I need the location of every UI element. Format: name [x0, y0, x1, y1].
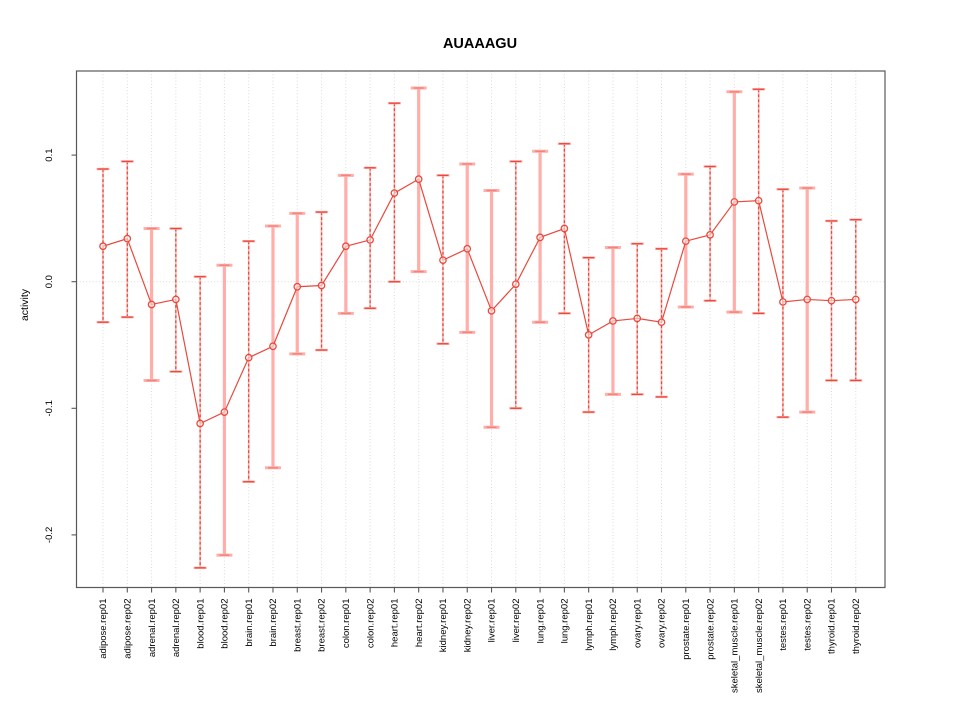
x-tick-label: breast.rep02 [317, 599, 328, 652]
x-tick-label: lymph.rep01 [584, 599, 595, 651]
data-point [779, 298, 787, 306]
x-tick-label: adipose.rep02 [122, 599, 133, 659]
data-point [487, 306, 496, 315]
x-tick-label: heart.rep02 [414, 599, 425, 648]
x-tick-label: thyroid.rep01 [827, 599, 838, 654]
data-point [609, 317, 617, 325]
x-tick-label: testes.rep02 [802, 599, 813, 651]
x-tick-label: adrenal.rep02 [171, 599, 182, 658]
data-point [390, 189, 399, 197]
x-tick-label: lung.rep01 [535, 599, 546, 644]
x-tick-label: kidney.rep01 [438, 599, 449, 653]
data-point [99, 242, 107, 251]
data-point [123, 234, 132, 243]
data-point [754, 196, 763, 205]
data-point [511, 280, 520, 289]
data-point [269, 342, 277, 351]
x-tick-label: prostate.rep01 [681, 599, 692, 660]
data-point [633, 314, 642, 323]
data-point [463, 244, 472, 253]
data-point [244, 353, 253, 362]
x-tick-label: kidney.rep02 [462, 599, 473, 653]
plot-box [75, 70, 886, 589]
data-point [851, 295, 860, 304]
x-tick-label: ovary.rep02 [657, 599, 668, 648]
x-tick-label: liver.rep01 [487, 599, 498, 643]
x-tick-label: liver.rep02 [511, 599, 522, 643]
x-tick-label: adrenal.rep01 [147, 599, 158, 658]
x-tick-label: ovary.rep01 [632, 599, 643, 648]
data-point [366, 236, 374, 244]
x-tick-label: adipose.rep01 [98, 599, 109, 659]
series-line [102, 178, 856, 425]
data-point [439, 256, 447, 265]
x-tick-label: colon.rep02 [365, 599, 376, 649]
y-tick-label: 0.1 [44, 148, 55, 161]
x-tick-label: brain.rep01 [244, 599, 255, 647]
data-point [414, 175, 423, 184]
data-point [293, 282, 302, 291]
data-point [730, 198, 739, 206]
x-tick-label: heart.rep01 [390, 599, 401, 648]
data-point [584, 331, 593, 339]
data-point [341, 242, 350, 251]
x-tick-label: colon.rep01 [341, 599, 352, 649]
x-tick-label: lymph.rep02 [608, 599, 619, 651]
y-tick-label: -0.1 [44, 400, 55, 416]
x-tick-label: brain.rep02 [268, 599, 279, 647]
x-tick-label: skeletal_muscle.rep01 [730, 599, 741, 694]
data-point [171, 295, 180, 304]
data-point [657, 318, 666, 327]
data-point [536, 233, 544, 242]
data-point [827, 296, 836, 305]
x-tick-label: skeletal_muscle.rep02 [754, 599, 765, 694]
data-point [560, 224, 569, 233]
x-tick-label: breast.rep01 [292, 599, 303, 652]
data-point [220, 408, 229, 416]
y-tick-label: -0.2 [44, 527, 55, 543]
x-tick-label: testes.rep01 [778, 599, 789, 651]
x-tick-label: lung.rep02 [560, 599, 571, 644]
x-tick-label: prostate.rep02 [705, 599, 716, 660]
data-point [706, 231, 714, 239]
data-point [317, 281, 326, 290]
data-point [803, 295, 812, 304]
x-tick-label: blood.rep01 [195, 599, 206, 649]
data-point [147, 300, 156, 309]
x-tick-label: blood.rep02 [220, 599, 231, 649]
y-tick-label: 0.0 [44, 275, 55, 288]
data-point [681, 237, 690, 246]
chart-title: AUAAAGU [442, 36, 518, 52]
data-point [196, 419, 204, 428]
x-tick-label: thyroid.rep02 [851, 599, 862, 654]
